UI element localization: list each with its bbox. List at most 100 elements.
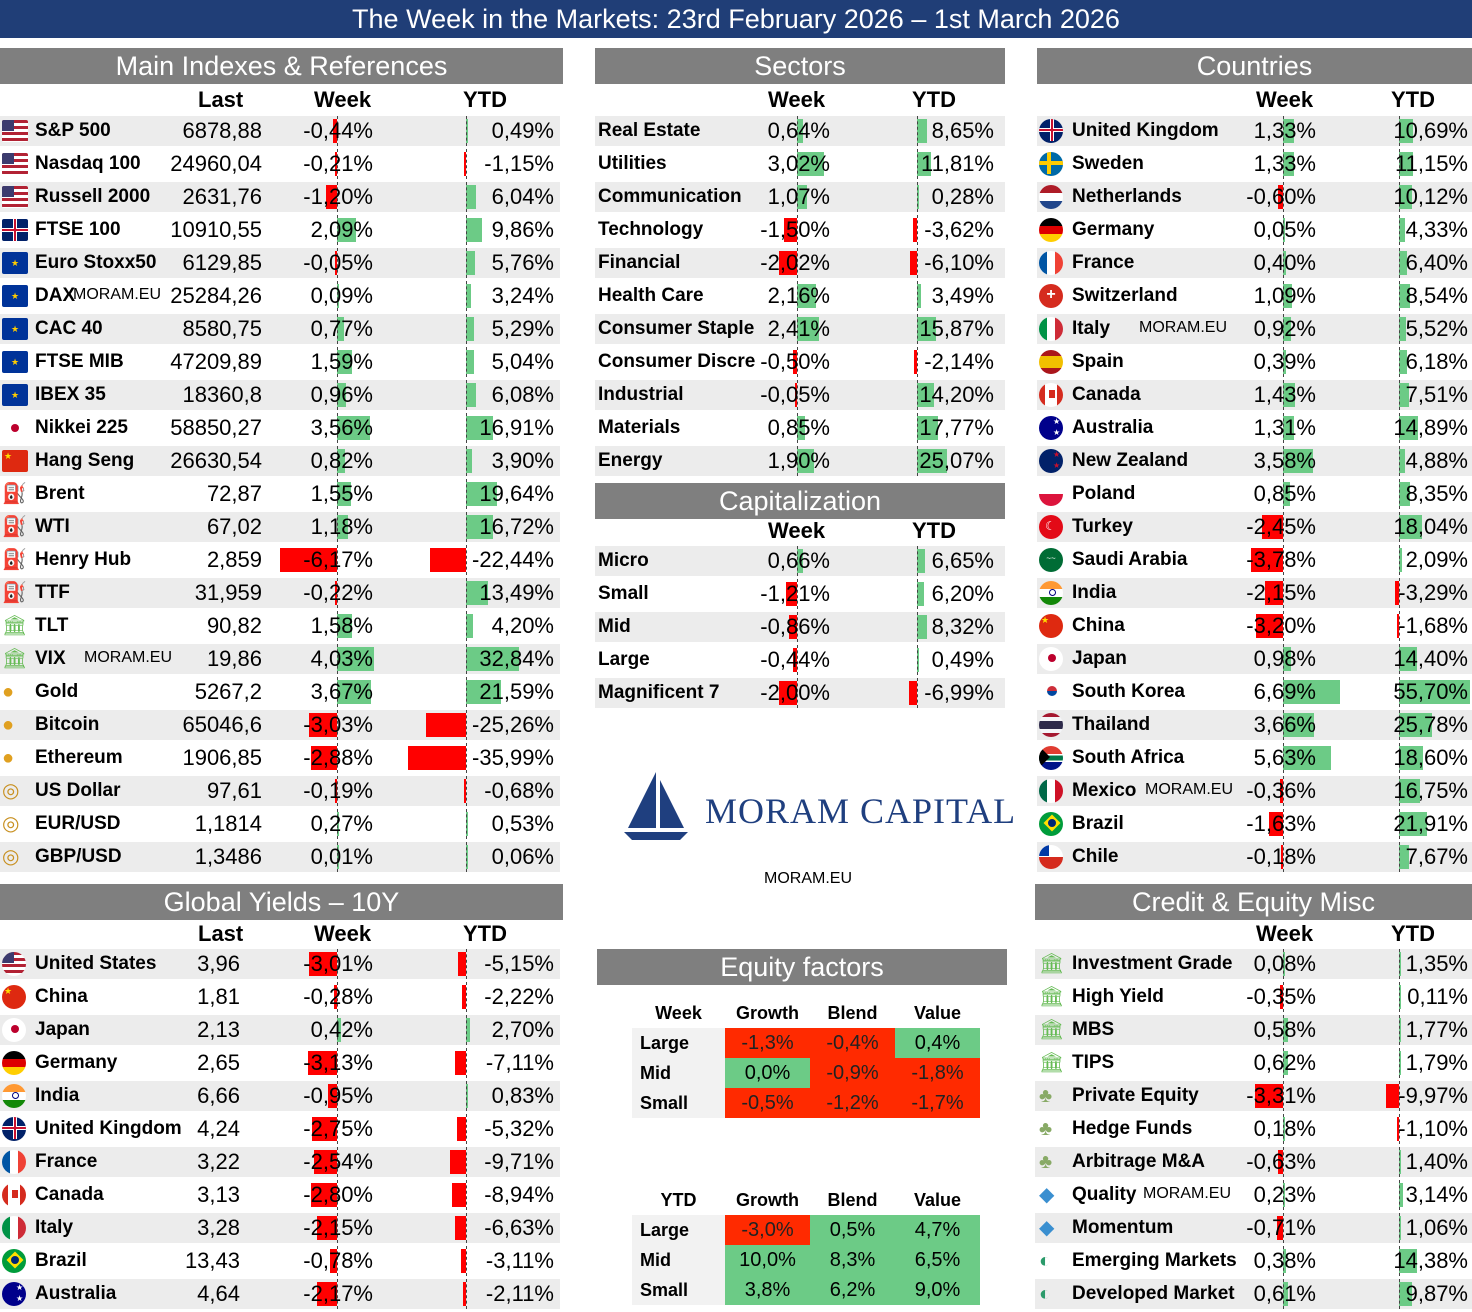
main-row-week: 1,55% xyxy=(310,481,373,506)
credit-row-ytd: 1,40% xyxy=(1405,1149,1468,1174)
country-row-name: Poland xyxy=(1072,483,1136,504)
country-row-week-bar xyxy=(1283,647,1292,671)
main-row-last: 90,82 xyxy=(206,613,262,638)
credit-row-ytd-bar xyxy=(1399,1216,1401,1240)
yield-row-week-bar xyxy=(329,1249,337,1273)
sector-row-name: Energy xyxy=(598,450,663,471)
yield-row-week-bar-axis xyxy=(337,1147,338,1177)
yield-row-week: -2,80% xyxy=(303,1182,373,1207)
main-row-last: 47209,89 xyxy=(170,349,262,374)
credit-row-week: 0,61% xyxy=(1253,1281,1316,1306)
countries-week-colhead: Week xyxy=(1256,87,1314,112)
credit-row: 🏛 High Yield -0,35% 0,11% xyxy=(1035,982,1472,1012)
yield-row-week-bar xyxy=(328,1084,337,1108)
china-flag-part: ★ xyxy=(2,985,26,1009)
sector-row-week-bar xyxy=(797,284,817,308)
credit-row-ytd-bar xyxy=(1399,985,1401,1009)
credit-row-week-bar-axis xyxy=(1283,1114,1284,1144)
credit-row-ytd-bar-axis xyxy=(1399,1081,1400,1111)
eu-flag: ★ xyxy=(2,384,28,406)
yield-row-name: Australia xyxy=(35,1283,117,1304)
main-row-week: 1,59% xyxy=(310,349,373,374)
yield-row-ytd-bar-axis xyxy=(466,1180,467,1210)
main-row: ★ Hang Seng 26630,54 0,82% 3,90% xyxy=(0,446,560,476)
yield-row: India 6,66 -0,95% 0,83% xyxy=(0,1081,560,1111)
credit-row-name: MBS xyxy=(1072,1019,1115,1040)
oil-rig-icon: ⛽ xyxy=(2,483,27,505)
sector-row: Financial -2,02% -6,10% xyxy=(595,248,1005,278)
cap-row-ytd-bar xyxy=(917,615,927,639)
main-row-week-bar-axis xyxy=(337,347,338,377)
cap-row-week-bar xyxy=(789,615,797,639)
country-row-ytd-bar-axis xyxy=(1399,248,1400,278)
yield-row-week-bar xyxy=(309,952,337,976)
main-row-ytd-bar xyxy=(425,713,466,737)
factors-col-blend: Blend xyxy=(810,1185,895,1215)
yield-row-ytd-bar xyxy=(462,1282,466,1306)
main-row-name: IBEX 35 xyxy=(35,384,106,405)
main-row-ytd: -22,44% xyxy=(472,547,554,572)
sector-row-week-bar xyxy=(783,218,797,242)
credit-row-week-bar-axis xyxy=(1283,1180,1284,1210)
tree-icon: ♣ xyxy=(1039,1085,1053,1107)
main-row-week-bar xyxy=(335,152,337,176)
sector-row-week-bar-axis xyxy=(797,149,798,179)
country-row-ytd: 18,04% xyxy=(1393,514,1468,539)
country-row-week-bar-axis xyxy=(1283,446,1284,476)
main-row-name: Henry Hub xyxy=(35,549,132,570)
main-row-week-bar-axis xyxy=(337,380,338,410)
sector-row-ytd-bar-axis xyxy=(917,347,918,377)
country-row-week-bar-axis xyxy=(1283,776,1284,806)
sector-row-week-bar-axis xyxy=(797,446,798,476)
yield-row-week-bar-axis xyxy=(337,1081,338,1111)
country-row-name: South Africa xyxy=(1072,747,1185,768)
sector-row-ytd: -3,62% xyxy=(924,217,994,242)
credit-row-name: Hedge Funds xyxy=(1072,1118,1193,1139)
main-row-last: 5267,2 xyxy=(194,679,262,704)
sector-row-ytd-bar xyxy=(912,218,917,242)
main-row-ytd-bar xyxy=(464,779,466,803)
sector-row-week: 0,64% xyxy=(767,118,830,143)
credit-row-week-bar xyxy=(1283,1117,1285,1141)
sector-row-ytd: 14,20% xyxy=(919,382,994,407)
country-row: ~~ Saudi Arabia -3,78% 2,09% xyxy=(1037,545,1472,575)
yield-row-week: -3,13% xyxy=(303,1050,373,1075)
main-row-week-bar-axis xyxy=(337,644,338,674)
credit-row-name: Quality xyxy=(1072,1184,1137,1205)
country-row-week-bar-axis xyxy=(1283,248,1284,278)
main-row: ● Ethereum 1906,85 -2,88% -35,99% xyxy=(0,743,560,773)
country-row-ytd-bar xyxy=(1399,218,1405,242)
country-row-ytd-bar xyxy=(1396,614,1399,638)
country-row-week: 3,66% xyxy=(1253,712,1316,737)
sector-row-ytd: -6,10% xyxy=(924,250,994,275)
yield-row-last: 2,13 xyxy=(197,1017,240,1042)
sector-row-ytd: 0,28% xyxy=(931,184,994,209)
credit-row-ytd: -1,10% xyxy=(1398,1116,1468,1141)
country-row-name: Turkey xyxy=(1072,516,1133,537)
main-row-ytd: 16,91% xyxy=(479,415,554,440)
italy-flag xyxy=(2,1216,26,1240)
yield-row-name: Italy xyxy=(35,1217,74,1238)
factors-row-label: Small xyxy=(632,1275,725,1305)
country-row-week: -0,60% xyxy=(1246,184,1316,209)
credit-row-ytd-bar-axis xyxy=(1399,1147,1400,1177)
yield-row: France 3,22 -2,54% -9,71% xyxy=(0,1147,560,1177)
yield-row-ytd-bar xyxy=(455,1216,466,1240)
country-row-week: 0,05% xyxy=(1253,217,1316,242)
sector-row-name: Industrial xyxy=(598,384,684,405)
main-row: ★ CAC 40 8580,75 0,77% 5,29% xyxy=(0,314,560,344)
country-row-ytd-bar xyxy=(1399,647,1418,671)
country-row-week-bar xyxy=(1283,284,1293,308)
cap-row: Magnificent 7 -2,00% -6,99% xyxy=(595,678,1005,708)
yield-row-ytd: -2,22% xyxy=(484,984,554,1009)
main-row-week-bar xyxy=(337,218,357,242)
main-row-ytd-bar-axis xyxy=(466,809,467,839)
main-row-name: Ethereum xyxy=(35,747,123,768)
yield-row-ytd: -5,15% xyxy=(484,951,554,976)
credit-row-ytd-bar xyxy=(1399,1051,1402,1075)
main-row: ★ Euro Stoxx50 6129,85 -0,05% 5,76% xyxy=(0,248,560,278)
main-row-ytd-bar-axis xyxy=(466,545,467,575)
sector-row-ytd-bar-axis xyxy=(917,215,918,245)
country-row-ytd: 4,88% xyxy=(1405,448,1468,473)
main-row: FTSE 100 10910,55 2,09% 9,86% xyxy=(0,215,560,245)
